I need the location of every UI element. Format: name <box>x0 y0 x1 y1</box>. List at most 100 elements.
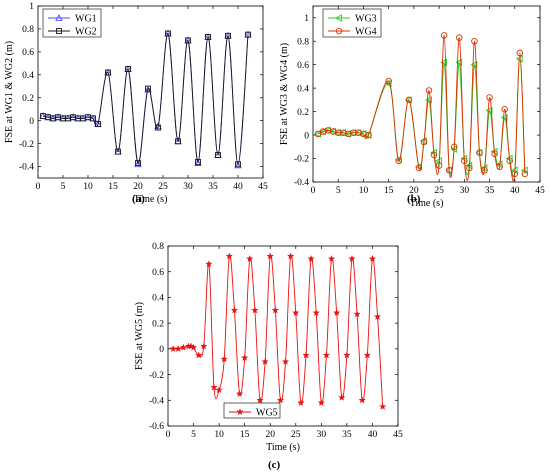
data-point-wg4 <box>420 138 428 146</box>
legend-marker-wg3 <box>335 14 342 22</box>
chart-c: 0 5 10 15 20 25 30 35 40 45 -0.6 -0.4 -0.2 0 0.2 0.4 0.6… <box>134 242 403 453</box>
y-tick-label: 1 <box>304 14 309 24</box>
panel-label-a: (a) <box>132 193 145 205</box>
y-tick-label: 0 <box>29 117 34 127</box>
y-tick-label: 0.4 <box>152 294 164 304</box>
x-tick-label: 25 <box>158 182 168 192</box>
data-point-wg5 <box>205 260 213 268</box>
data-point-wg2 <box>205 34 211 40</box>
series-line-wg2 <box>42 33 249 165</box>
data-point-wg2 <box>105 69 111 76</box>
data-point-wg2 <box>225 32 231 39</box>
data-point-wg4 <box>471 37 478 45</box>
data-point-wg2 <box>125 66 131 73</box>
data-point-wg2 <box>115 148 121 155</box>
data-point-wg4 <box>440 32 448 39</box>
data-point-wg1 <box>194 159 202 166</box>
x-tick-label: 40 <box>510 186 520 196</box>
data-point-wg5 <box>256 396 264 404</box>
y-tick-label: 0.8 <box>152 242 164 252</box>
data-point-wg4 <box>511 170 519 178</box>
data-point-wg4 <box>430 151 438 159</box>
data-point-wg4 <box>385 77 392 85</box>
data-point-wg2 <box>95 121 101 128</box>
x-tick-label: 30 <box>317 430 327 440</box>
x-tick-label: 45 <box>258 182 268 192</box>
x-tick-label: 15 <box>384 186 394 196</box>
data-point-wg5 <box>281 357 290 365</box>
data-point-wg5 <box>373 312 382 320</box>
y-tick-label: 0.2 <box>152 319 164 329</box>
x-axis-label: Time (s) <box>266 442 300 453</box>
data-point-wg5 <box>174 344 182 353</box>
x-tick-label: 45 <box>393 430 403 440</box>
data-point-wg4 <box>334 129 342 136</box>
y-axis-label: FSE at WG5 (m) <box>134 302 145 370</box>
data-point-wg2 <box>175 138 181 145</box>
data-point-wg4 <box>501 106 508 113</box>
data-point-wg5 <box>220 355 228 363</box>
x-tick-label: 35 <box>208 182 218 192</box>
y-tick-label: -0.2 <box>149 371 164 381</box>
data-point-wg5 <box>353 310 361 318</box>
data-point-wg3 <box>440 58 448 67</box>
data-point-wg2 <box>135 160 141 167</box>
data-point-wg2 <box>185 37 191 44</box>
data-point-wg5 <box>225 252 234 260</box>
data-point-wg5 <box>338 393 346 401</box>
data-point-wg5 <box>179 343 188 351</box>
data-point-wg5 <box>230 306 239 314</box>
x-tick-label: 25 <box>291 430 301 440</box>
x-tick-label: 15 <box>240 430 250 440</box>
data-point-wg2 <box>215 152 221 159</box>
data-point-wg5 <box>240 353 249 362</box>
y-tick-label: 0.4 <box>297 84 309 94</box>
data-point-wg4 <box>521 170 529 178</box>
data-point-wg4 <box>445 167 453 174</box>
data-point-wg5 <box>276 396 285 404</box>
x-tick-label: 40 <box>233 182 243 192</box>
data-point-wg1 <box>154 122 162 130</box>
data-point-wg4 <box>425 87 433 94</box>
data-point-wg5 <box>235 389 244 398</box>
x-tick-label: 5 <box>61 182 66 192</box>
data-point-wg4 <box>461 157 468 165</box>
data-point-wg2 <box>90 115 96 122</box>
data-point-wg5 <box>215 386 223 394</box>
legend-label-wg4: WG4 <box>355 27 377 38</box>
legend-marker-wg4 <box>335 27 343 35</box>
data-point-wg5 <box>317 398 326 407</box>
y-tick-label: 0 <box>304 131 309 141</box>
data-point-wg1 <box>134 160 142 168</box>
data-point-wg4 <box>481 167 488 174</box>
y-tick-label: -0.4 <box>149 396 164 406</box>
data-point-wg3 <box>485 106 493 115</box>
data-point-wg4 <box>405 96 413 104</box>
data-point-wg5 <box>271 306 280 314</box>
legend-label-wg5: WG5 <box>256 408 278 419</box>
x-tick-label: 30 <box>460 186 470 196</box>
data-point-wg4 <box>450 143 458 151</box>
series-group <box>39 29 252 169</box>
y-tick-label: 0.2 <box>22 94 34 104</box>
data-point-wg2 <box>145 85 151 92</box>
data-point-wg5 <box>200 342 208 350</box>
data-point-wg2 <box>235 161 241 168</box>
y-tick-label: 0.6 <box>297 61 309 71</box>
y-tick-label: -0.6 <box>149 422 164 432</box>
data-point-wg3 <box>470 60 478 69</box>
data-point-wg5 <box>194 351 203 359</box>
data-point-wg5 <box>246 254 254 263</box>
data-point-wg5 <box>307 254 315 263</box>
x-tick-label: 20 <box>409 186 419 196</box>
data-point-wg4 <box>516 49 524 57</box>
data-point-wg5 <box>261 357 269 365</box>
y-tick-label: 0.8 <box>297 37 309 47</box>
data-point-wg5 <box>363 351 372 359</box>
legend-label-wg3: WG3 <box>355 14 377 25</box>
y-tick-label: -0.4 <box>19 163 34 173</box>
panel-label-b: (b) <box>407 193 421 205</box>
legend-box <box>322 8 382 38</box>
